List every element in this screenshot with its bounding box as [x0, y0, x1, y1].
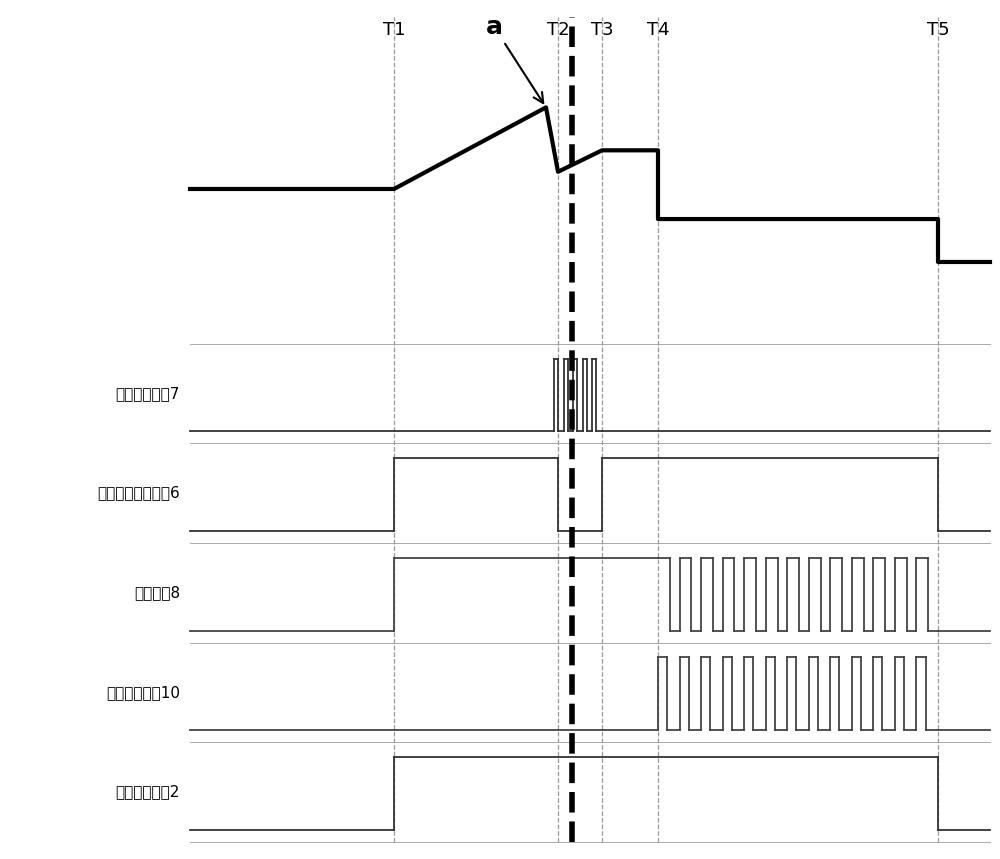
Text: 反馈信号8: 反馈信号8 [134, 585, 180, 600]
Text: 闭环驱动使能信号6: 闭环驱动使能信号6 [97, 485, 180, 501]
Text: T1: T1 [383, 21, 405, 40]
Text: T4: T4 [647, 21, 669, 40]
Text: T5: T5 [927, 21, 949, 40]
Text: T2: T2 [547, 21, 569, 40]
Text: 闭环驱动信号10: 闭环驱动信号10 [106, 685, 180, 700]
Text: 低端选通信号2: 低端选通信号2 [116, 784, 180, 800]
Text: a: a [486, 15, 543, 103]
Text: 开环驱动信号7: 开环驱动信号7 [116, 386, 180, 401]
Text: T3: T3 [591, 21, 613, 40]
